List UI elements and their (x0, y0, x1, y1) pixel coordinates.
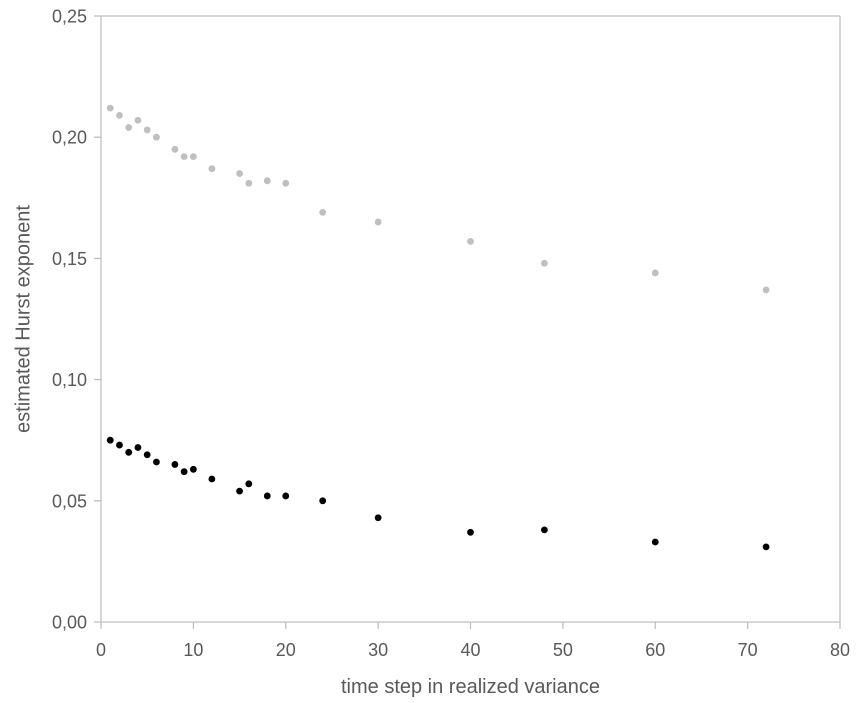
data-point-gray (134, 116, 142, 124)
x-tick-label: 40 (460, 640, 480, 660)
data-point-black (125, 448, 133, 456)
data-point-gray (541, 259, 548, 267)
y-tick-label: 0,05 (52, 491, 87, 511)
data-point-gray (125, 124, 133, 131)
data-point-black (189, 465, 197, 473)
data-point-black (467, 528, 474, 536)
data-point-gray (319, 208, 327, 216)
y-tick-label: 0,10 (52, 370, 87, 390)
data-point-black (319, 497, 327, 505)
y-axis-title: estimated Hurst exponent (12, 205, 35, 433)
data-point-gray (208, 165, 216, 173)
data-point-black (374, 514, 382, 522)
data-point-black (651, 538, 659, 546)
data-point-black (541, 526, 548, 534)
x-tick-label: 50 (553, 640, 573, 660)
data-point-black (762, 543, 770, 551)
data-point-gray (153, 133, 160, 141)
data-point-black (106, 436, 114, 444)
data-point-black (245, 480, 253, 488)
data-point-gray (106, 104, 114, 112)
data-point-black (143, 451, 151, 459)
x-axis-title: time step in realized variance (340, 676, 600, 698)
x-tick-label: 20 (276, 640, 296, 660)
data-point-gray (282, 179, 290, 187)
y-tick-label: 0,00 (52, 613, 87, 633)
data-point-gray (374, 218, 382, 226)
x-tick-label: 0 (96, 640, 106, 660)
data-point-gray (245, 179, 253, 187)
x-tick-label: 60 (645, 640, 665, 660)
y-tick-label: 0,20 (52, 128, 87, 148)
data-point-gray (143, 126, 151, 134)
x-tick-label: 10 (183, 640, 203, 660)
data-point-black (180, 468, 188, 476)
data-point-black (134, 444, 142, 451)
data-point-gray (467, 238, 474, 245)
data-point-gray (263, 177, 271, 185)
data-point-gray (189, 153, 197, 160)
data-point-black (116, 441, 123, 449)
data-point-black (171, 461, 179, 468)
data-point-black (263, 492, 271, 500)
x-tick-label: 80 (830, 640, 850, 660)
data-point-black (282, 492, 290, 500)
data-point-gray (762, 286, 770, 294)
data-point-black (208, 475, 216, 483)
data-point-black (236, 487, 243, 495)
data-point-gray (180, 153, 188, 160)
y-tick-label: 0,15 (52, 249, 87, 269)
data-point-gray (236, 170, 243, 177)
y-tick-label: 0,25 (52, 7, 87, 27)
data-point-black (153, 458, 160, 466)
x-tick-label: 70 (738, 640, 758, 660)
x-tick-label: 30 (368, 640, 388, 660)
data-point-gray (116, 111, 123, 119)
data-point-gray (651, 269, 659, 277)
data-point-gray (171, 145, 179, 153)
